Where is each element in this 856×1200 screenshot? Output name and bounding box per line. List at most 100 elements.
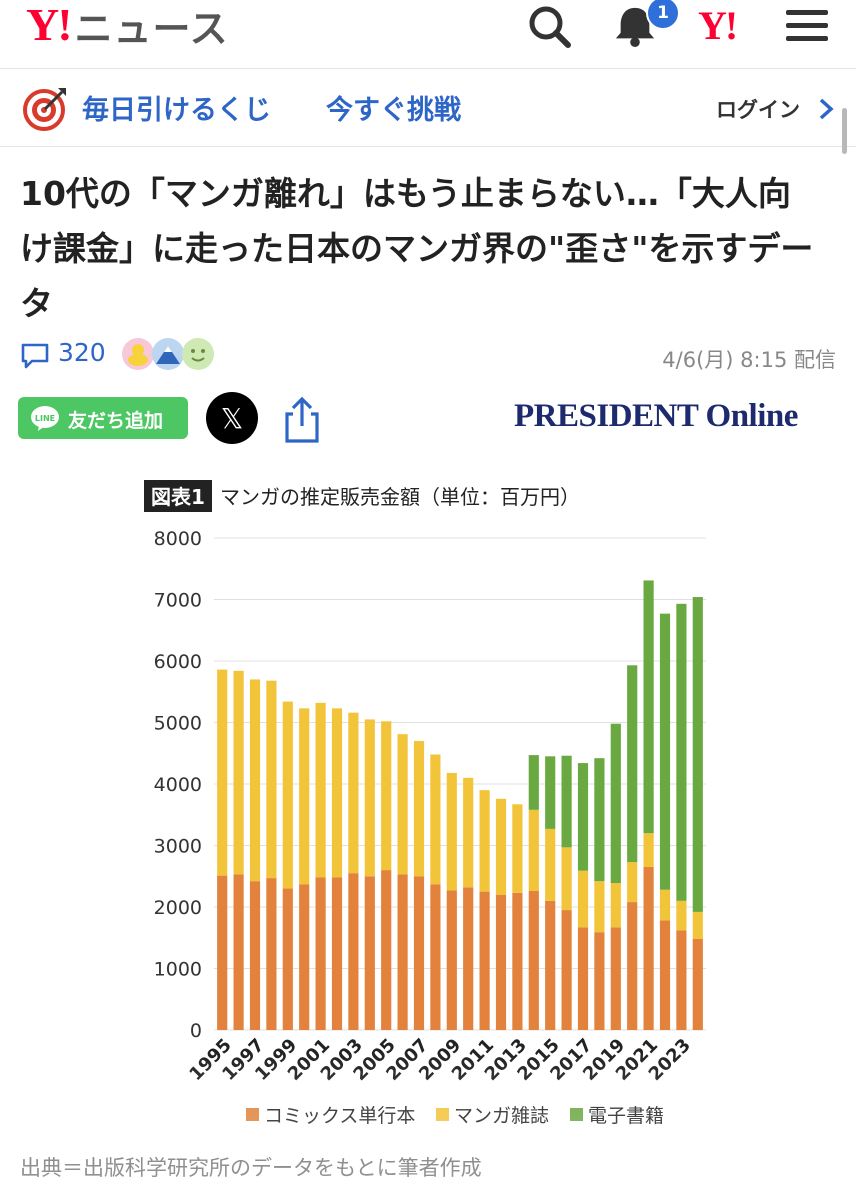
bar-magazine-2024 xyxy=(692,911,703,939)
bar-ebook-2021 xyxy=(643,580,654,834)
x-share-button[interactable]: 𝕏 xyxy=(206,392,258,444)
bar-ebook-2019 xyxy=(610,723,621,884)
bar-magazine-2013 xyxy=(512,804,523,893)
bar-comics-2008 xyxy=(430,884,441,1030)
bar-magazine-2008 xyxy=(430,754,441,885)
bar-magazine-1995 xyxy=(217,669,228,876)
chart-badge: 図表1 xyxy=(151,485,205,509)
bar-magazine-2000 xyxy=(299,708,310,885)
bar-magazine-2021 xyxy=(643,833,654,868)
bar-magazine-2010 xyxy=(463,777,474,888)
y-tick-label: 7000 xyxy=(154,590,202,612)
publisher-logo[interactable]: PRESIDENT Online xyxy=(514,398,798,434)
bar-magazine-2003 xyxy=(348,712,359,874)
news-logo-text: ニュース xyxy=(74,6,229,51)
bar-ebook-2016 xyxy=(561,755,572,848)
article-title: 10代の「マンガ離れ」はもう止まらない…「大人向け課金」に走った日本のマンガ界の… xyxy=(20,174,814,323)
legend-swatch xyxy=(570,1108,583,1121)
bar-magazine-2009 xyxy=(446,772,457,891)
bar-magazine-2016 xyxy=(561,847,572,911)
bar-comics-2007 xyxy=(413,876,425,1030)
bar-comics-2020 xyxy=(627,902,638,1030)
y-tick-label: 2000 xyxy=(154,897,202,919)
bar-comics-1995 xyxy=(217,875,228,1030)
bar-comics-2016 xyxy=(561,910,572,1030)
line-logo-text: LINE xyxy=(35,414,55,423)
bar-comics-2022 xyxy=(659,920,671,1030)
bar-comics-2023 xyxy=(676,930,687,1030)
bar-magazine-1996 xyxy=(233,670,244,875)
bar-comics-1997 xyxy=(249,881,261,1030)
bar-magazine-2023 xyxy=(676,900,687,931)
y-tick-label: 6000 xyxy=(154,651,202,673)
bar-comics-2002 xyxy=(331,877,343,1030)
bar-comics-2012 xyxy=(495,894,507,1030)
lottery-promo-bar[interactable]: 毎日引けるくじ 今すぐ挑戦 ログイン xyxy=(0,70,856,147)
menu-icon[interactable] xyxy=(784,4,830,48)
bar-ebook-2024 xyxy=(692,597,703,912)
bar-comics-2003 xyxy=(348,873,359,1030)
bar-comics-1998 xyxy=(266,878,277,1030)
bar-ebook-2022 xyxy=(659,613,671,890)
search-icon[interactable] xyxy=(524,4,574,48)
share-icon[interactable] xyxy=(282,396,322,444)
bar-magazine-2006 xyxy=(397,734,408,875)
line-add-friend-button[interactable]: LINE 友だち追加 xyxy=(18,397,188,439)
legend-label: コミックス単行本 xyxy=(264,1105,415,1127)
chart-title: マンガの推定販売金額（単位：百万円） xyxy=(220,485,580,509)
bar-comics-2013 xyxy=(512,892,523,1030)
legend-label: 電子書籍 xyxy=(588,1105,664,1127)
yahoo-news-logo[interactable]: Y! ニュース xyxy=(26,0,229,51)
bar-magazine-2002 xyxy=(331,708,343,878)
bar-ebook-2015 xyxy=(545,756,556,829)
bar-magazine-2015 xyxy=(545,828,556,901)
bar-comics-2010 xyxy=(463,887,474,1030)
manga-sales-chart: 図表1 マンガの推定販売金額（単位：百万円） 0 1000 2000 3000 4000 50… xyxy=(144,480,706,1127)
reaction-avatars[interactable] xyxy=(120,336,220,372)
article-meta: 320 4/6(月) 8:15 配信 xyxy=(20,336,836,376)
comment-count[interactable]: 320 xyxy=(58,338,106,367)
bar-magazine-2011 xyxy=(479,790,490,892)
bar-comics-2001 xyxy=(315,877,326,1030)
promo-text-daily-lottery[interactable]: 毎日引けるくじ xyxy=(82,95,271,126)
line-logo-icon: LINE xyxy=(31,406,59,431)
bar-magazine-1999 xyxy=(282,701,293,889)
bar-comics-1999 xyxy=(282,888,293,1030)
bar-magazine-2017 xyxy=(577,870,589,928)
bell-icon[interactable] xyxy=(610,4,660,48)
bar-comics-2024 xyxy=(692,938,703,1030)
legend-swatch xyxy=(246,1108,259,1121)
y-tick-label: 0 xyxy=(190,1020,202,1042)
bar-comics-2019 xyxy=(610,927,621,1030)
chart-source-caption: 出典＝出版科学研究所のデータをもとに筆者作成 xyxy=(20,1156,482,1180)
bar-magazine-2018 xyxy=(594,881,605,933)
bar-magazine-2012 xyxy=(495,798,507,895)
publish-date: 4/6(月) 8:15 配信 xyxy=(662,348,836,372)
login-link[interactable]: ログイン xyxy=(716,98,800,122)
bar-comics-2015 xyxy=(545,900,556,1030)
legend-swatch xyxy=(436,1108,449,1121)
bar-ebook-2018 xyxy=(594,758,605,882)
chevron-right-icon[interactable] xyxy=(818,98,834,120)
y-tick-label: 3000 xyxy=(154,836,202,858)
bar-ebook-2023 xyxy=(676,603,687,901)
bar-ebook-2017 xyxy=(577,763,589,871)
notification-badge: 1 xyxy=(646,0,680,30)
bar-magazine-2005 xyxy=(381,721,392,871)
yahoo-mini-logo[interactable]: Y! xyxy=(698,3,738,48)
bar-magazine-1997 xyxy=(249,679,261,882)
promo-text-challenge-now[interactable]: 今すぐ挑戦 xyxy=(326,95,461,126)
comment-icon[interactable] xyxy=(20,342,50,370)
bar-magazine-2004 xyxy=(364,719,375,877)
line-button-label: 友だち追加 xyxy=(68,410,164,432)
bar-comics-2006 xyxy=(397,874,408,1030)
yahoo-logo-mark: Y! xyxy=(26,0,73,50)
y-tick-label: 4000 xyxy=(154,774,202,796)
y-tick-label: 8000 xyxy=(154,528,202,550)
bar-magazine-2007 xyxy=(413,740,425,877)
y-tick-label: 1000 xyxy=(154,959,202,981)
bar-comics-2017 xyxy=(577,927,589,1030)
bar-magazine-1998 xyxy=(266,680,277,879)
scrollbar[interactable] xyxy=(842,108,847,154)
bar-comics-2000 xyxy=(299,884,310,1030)
